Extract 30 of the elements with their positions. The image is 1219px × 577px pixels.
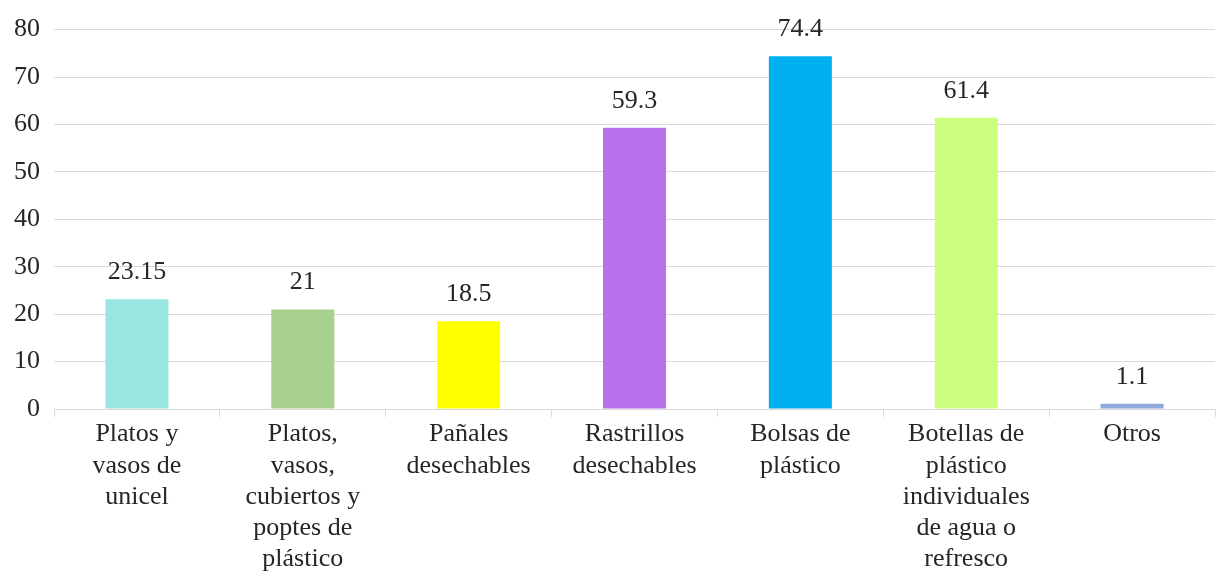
- y-tick-label: 80: [14, 13, 40, 43]
- y-tick-label: 60: [14, 108, 40, 138]
- data-label: 74.4: [777, 12, 824, 42]
- bar: [768, 56, 832, 409]
- y-tick-label: 20: [14, 297, 40, 327]
- data-label: 21: [289, 266, 316, 296]
- data-label: 18.5: [445, 278, 492, 308]
- x-tick-label: Platos y vasos de unicel: [92, 418, 182, 510]
- y-tick-label: 70: [14, 60, 40, 90]
- bar: [437, 321, 501, 409]
- x-tick-label: Botellas de plástico individuales de agua o refresco: [902, 418, 1030, 573]
- y-tick-label: 0: [27, 392, 40, 422]
- y-tick-label: 30: [14, 250, 40, 280]
- data-label: 1.1: [1115, 360, 1149, 390]
- bar: [602, 127, 667, 409]
- x-tick-label: Bolsas de plástico: [750, 418, 851, 479]
- bar: [105, 299, 169, 409]
- x-tick-label: Otros: [1103, 418, 1161, 448]
- x-tick-label: Pañales desechables: [406, 418, 531, 479]
- bar: [1100, 403, 1164, 409]
- x-tick-label: Platos, vasos, cubiertos y poptes de plástico: [245, 418, 361, 573]
- bar: [934, 117, 998, 409]
- x-tick-label: Rastrillos desechables: [572, 418, 697, 479]
- bar: [271, 309, 335, 409]
- data-label: 61.4: [943, 74, 989, 104]
- data-label: 59.3: [611, 84, 658, 114]
- y-tick-label: 50: [14, 155, 40, 185]
- data-label: 23.15: [107, 256, 167, 286]
- y-tick-label: 10: [14, 345, 40, 375]
- y-tick-label: 40: [14, 203, 40, 233]
